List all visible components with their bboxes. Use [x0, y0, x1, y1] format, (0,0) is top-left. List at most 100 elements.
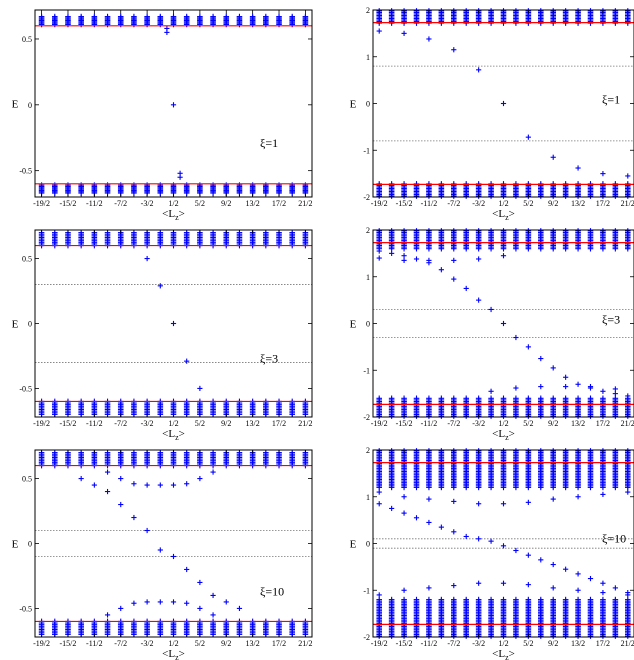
- data-point: [426, 245, 432, 252]
- data-point: [157, 190, 164, 196]
- data-point: [476, 67, 482, 73]
- data-point: [184, 358, 190, 364]
- data-point: [513, 245, 519, 252]
- data-point: [376, 592, 382, 598]
- data-point: [550, 561, 556, 568]
- data-point: [438, 245, 445, 252]
- data-point: [78, 21, 84, 28]
- data-point: [500, 320, 507, 327]
- xi-annotation: ξ=10: [260, 584, 284, 598]
- data-point: [525, 484, 532, 491]
- y-tick-label: -0.5: [19, 384, 32, 393]
- data-point: [563, 374, 569, 380]
- x-tick-label: -19/2: [371, 199, 388, 208]
- data-point: [170, 320, 177, 327]
- x-tick-label: -7/2: [447, 639, 460, 648]
- x-tick-label: 17/2: [596, 199, 610, 208]
- data-point: [513, 547, 519, 554]
- xi-annotation: ξ=1: [260, 136, 278, 150]
- data-point: [500, 484, 507, 491]
- data-point: [426, 36, 432, 42]
- data-point: [401, 30, 407, 36]
- data-point: [575, 494, 581, 500]
- data-point: [210, 21, 216, 28]
- x-tick-label: -11/2: [86, 639, 103, 648]
- x-tick-label: 17/2: [272, 639, 286, 648]
- y-tick-label: 1: [366, 273, 370, 282]
- data-point: [51, 21, 58, 28]
- panel-right-bottom: -19/2 -15/2 -11/2 -7/2 -3/2 1/2 5/2 9/2 13/2 17/2…: [350, 446, 634, 660]
- data-point: [575, 587, 581, 593]
- data-point: [426, 496, 432, 502]
- data-point: [426, 519, 432, 526]
- data-point: [438, 267, 444, 273]
- data-point: [600, 580, 606, 586]
- data-point: [197, 605, 203, 612]
- data-point: [118, 605, 124, 612]
- data-point: [625, 173, 631, 179]
- x-tick-label: 1/2: [498, 419, 508, 428]
- y-tick-label: -1: [363, 586, 370, 595]
- data-point: [550, 154, 556, 160]
- x-tick-label: 21/2: [621, 419, 634, 428]
- x-tick-label: -3/2: [141, 199, 154, 208]
- x-tick-label: 9/2: [221, 419, 231, 428]
- data-point: [476, 256, 482, 262]
- data-point: [451, 276, 457, 282]
- x-tick-label: -11/2: [86, 419, 103, 428]
- data-point: [438, 484, 445, 491]
- y-axis-label: E: [12, 99, 19, 111]
- data-point: [575, 571, 581, 577]
- data-point: [463, 484, 470, 491]
- x-tick-label: -7/2: [447, 419, 460, 428]
- xi-annotation: ξ=3: [602, 313, 620, 327]
- x-tick-label: -15/2: [60, 639, 77, 648]
- y-tick-label: 0: [366, 320, 370, 329]
- data-point: [388, 245, 395, 252]
- data-point: [91, 21, 98, 28]
- y-tick-label: 1: [366, 493, 370, 502]
- data-point: [157, 482, 163, 488]
- x-axis-label: <Lz>: [492, 208, 515, 220]
- x-tick-label: 5/2: [195, 199, 205, 208]
- data-point: [513, 334, 519, 341]
- x-tick-label: 13/2: [246, 639, 260, 648]
- data-point: [210, 592, 216, 599]
- y-tick-label: 2: [366, 446, 370, 455]
- y-axis-label: E: [350, 319, 357, 331]
- data-point: [177, 174, 183, 180]
- y-axis-label: E: [350, 539, 357, 551]
- y-tick-label: 0.5: [22, 255, 32, 264]
- data-point: [513, 484, 519, 491]
- data-point: [183, 21, 190, 28]
- xi-annotation: ξ=10: [602, 532, 626, 546]
- x-tick-label: -11/2: [421, 639, 438, 648]
- data-point: [600, 388, 606, 394]
- x-tick-label: 17/2: [272, 419, 286, 428]
- data-point: [401, 510, 407, 516]
- data-point: [170, 21, 177, 28]
- x-tick-label: 9/2: [221, 639, 231, 648]
- x-tick-label: -19/2: [33, 199, 50, 208]
- y-axis-label: E: [12, 319, 19, 331]
- data-point: [538, 384, 544, 390]
- x-tick-label: 1/2: [168, 639, 178, 648]
- x-tick-label: -7/2: [447, 199, 460, 208]
- x-axis-label: <Lz>: [492, 428, 515, 440]
- data-point: [170, 102, 177, 108]
- data-point: [625, 489, 631, 495]
- x-tick-label: -3/2: [141, 639, 154, 648]
- data-point: [488, 484, 494, 491]
- xi-annotation: ξ=1: [602, 93, 620, 107]
- y-tick-label: 0.5: [22, 35, 32, 44]
- x-tick-label: 21/2: [298, 199, 312, 208]
- data-point: [476, 580, 482, 586]
- data-point: [302, 21, 309, 28]
- data-point: [488, 306, 494, 313]
- data-point: [612, 386, 618, 392]
- data-point: [500, 501, 507, 507]
- x-tick-label: -15/2: [396, 419, 413, 428]
- data-point: [289, 190, 296, 196]
- data-point: [550, 496, 556, 502]
- x-tick-label: 17/2: [272, 199, 286, 208]
